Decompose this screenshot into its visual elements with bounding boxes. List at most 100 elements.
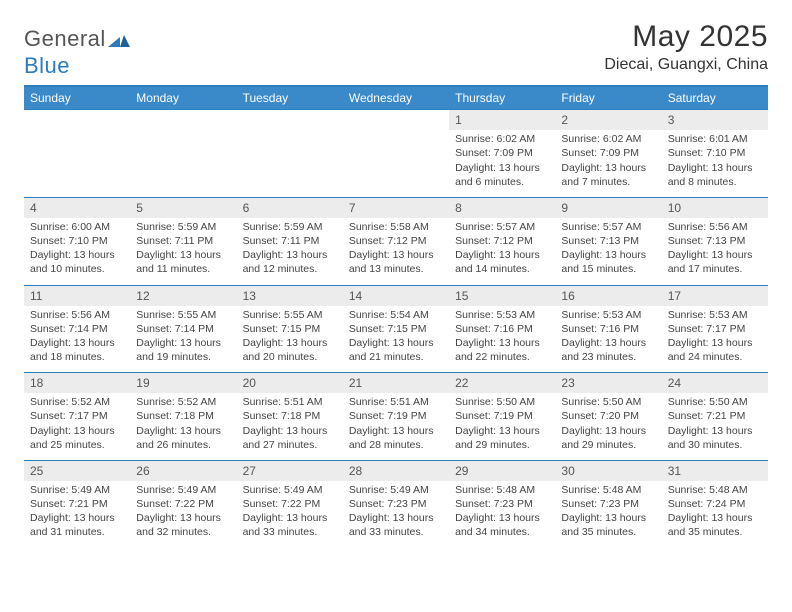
- sunrise-line: Sunrise: 6:00 AM: [30, 220, 124, 234]
- header: GeneralBlue May 2025 Diecai, Guangxi, Ch…: [24, 20, 768, 79]
- daylight-line: Daylight: 13 hours and 22 minutes.: [455, 336, 549, 364]
- daylight-line: Daylight: 13 hours and 24 minutes.: [668, 336, 762, 364]
- day-detail-cell: Sunrise: 5:57 AMSunset: 7:13 PMDaylight:…: [555, 218, 661, 285]
- day-detail-cell: Sunrise: 5:53 AMSunset: 7:16 PMDaylight:…: [449, 306, 555, 373]
- sunrise-line: Sunrise: 5:49 AM: [30, 483, 124, 497]
- daylight-line: Daylight: 13 hours and 12 minutes.: [243, 248, 337, 276]
- day-number-cell: 24: [662, 373, 768, 394]
- daynum-row: 25262728293031: [24, 460, 768, 481]
- daylight-line: Daylight: 13 hours and 27 minutes.: [243, 424, 337, 452]
- sunset-line: Sunset: 7:10 PM: [668, 146, 762, 160]
- calendar-table: SundayMondayTuesdayWednesdayThursdayFrid…: [24, 87, 768, 547]
- sunrise-line: Sunrise: 6:02 AM: [455, 132, 549, 146]
- sunrise-line: Sunrise: 6:02 AM: [561, 132, 655, 146]
- detail-row: Sunrise: 5:49 AMSunset: 7:21 PMDaylight:…: [24, 481, 768, 548]
- day-number-cell: 3: [662, 110, 768, 131]
- day-number-cell: 19: [130, 373, 236, 394]
- day-detail-cell: Sunrise: 5:59 AMSunset: 7:11 PMDaylight:…: [237, 218, 343, 285]
- sunrise-line: Sunrise: 5:59 AM: [243, 220, 337, 234]
- day-number-cell: 23: [555, 373, 661, 394]
- day-number-cell: 18: [24, 373, 130, 394]
- daylight-line: Daylight: 13 hours and 18 minutes.: [30, 336, 124, 364]
- detail-row: Sunrise: 5:52 AMSunset: 7:17 PMDaylight:…: [24, 393, 768, 460]
- day-detail-cell: Sunrise: 6:00 AMSunset: 7:10 PMDaylight:…: [24, 218, 130, 285]
- day-number-cell: [237, 110, 343, 131]
- dow-header: Saturday: [662, 87, 768, 110]
- daynum-row: 11121314151617: [24, 285, 768, 306]
- day-detail-cell: Sunrise: 5:53 AMSunset: 7:17 PMDaylight:…: [662, 306, 768, 373]
- sunset-line: Sunset: 7:22 PM: [136, 497, 230, 511]
- sunset-line: Sunset: 7:23 PM: [349, 497, 443, 511]
- sunrise-line: Sunrise: 5:48 AM: [455, 483, 549, 497]
- sunrise-line: Sunrise: 5:57 AM: [561, 220, 655, 234]
- daylight-line: Daylight: 13 hours and 33 minutes.: [243, 511, 337, 539]
- dow-header: Wednesday: [343, 87, 449, 110]
- day-detail-cell: Sunrise: 5:50 AMSunset: 7:20 PMDaylight:…: [555, 393, 661, 460]
- dow-header: Monday: [130, 87, 236, 110]
- sunset-line: Sunset: 7:23 PM: [455, 497, 549, 511]
- day-number-cell: 26: [130, 460, 236, 481]
- day-detail-cell: [237, 130, 343, 197]
- day-number-cell: 2: [555, 110, 661, 131]
- daynum-row: 18192021222324: [24, 373, 768, 394]
- day-detail-cell: Sunrise: 5:58 AMSunset: 7:12 PMDaylight:…: [343, 218, 449, 285]
- day-detail-cell: Sunrise: 5:51 AMSunset: 7:18 PMDaylight:…: [237, 393, 343, 460]
- daylight-line: Daylight: 13 hours and 35 minutes.: [668, 511, 762, 539]
- sunset-line: Sunset: 7:16 PM: [561, 322, 655, 336]
- day-number-cell: 1: [449, 110, 555, 131]
- sunset-line: Sunset: 7:18 PM: [243, 409, 337, 423]
- sunset-line: Sunset: 7:21 PM: [30, 497, 124, 511]
- calendar-body: 123Sunrise: 6:02 AMSunset: 7:09 PMDaylig…: [24, 110, 768, 548]
- daylight-line: Daylight: 13 hours and 35 minutes.: [561, 511, 655, 539]
- day-number-cell: 20: [237, 373, 343, 394]
- daylight-line: Daylight: 13 hours and 30 minutes.: [668, 424, 762, 452]
- day-detail-cell: Sunrise: 5:57 AMSunset: 7:12 PMDaylight:…: [449, 218, 555, 285]
- day-number-cell: 8: [449, 197, 555, 218]
- sunrise-line: Sunrise: 5:50 AM: [455, 395, 549, 409]
- daylight-line: Daylight: 13 hours and 8 minutes.: [668, 161, 762, 189]
- daylight-line: Daylight: 13 hours and 21 minutes.: [349, 336, 443, 364]
- sunset-line: Sunset: 7:09 PM: [455, 146, 549, 160]
- day-number-cell: [343, 110, 449, 131]
- day-detail-cell: Sunrise: 5:49 AMSunset: 7:22 PMDaylight:…: [237, 481, 343, 548]
- sunrise-line: Sunrise: 5:56 AM: [668, 220, 762, 234]
- day-detail-cell: Sunrise: 6:02 AMSunset: 7:09 PMDaylight:…: [449, 130, 555, 197]
- sunset-line: Sunset: 7:14 PM: [136, 322, 230, 336]
- sunrise-line: Sunrise: 5:50 AM: [561, 395, 655, 409]
- day-number-cell: 4: [24, 197, 130, 218]
- daylight-line: Daylight: 13 hours and 23 minutes.: [561, 336, 655, 364]
- dow-row: SundayMondayTuesdayWednesdayThursdayFrid…: [24, 87, 768, 110]
- sunrise-line: Sunrise: 5:49 AM: [243, 483, 337, 497]
- daylight-line: Daylight: 13 hours and 29 minutes.: [455, 424, 549, 452]
- sunrise-line: Sunrise: 5:49 AM: [136, 483, 230, 497]
- sunrise-line: Sunrise: 6:01 AM: [668, 132, 762, 146]
- sunset-line: Sunset: 7:17 PM: [668, 322, 762, 336]
- daylight-line: Daylight: 13 hours and 19 minutes.: [136, 336, 230, 364]
- daylight-line: Daylight: 13 hours and 13 minutes.: [349, 248, 443, 276]
- sunrise-line: Sunrise: 5:58 AM: [349, 220, 443, 234]
- sunset-line: Sunset: 7:10 PM: [30, 234, 124, 248]
- sunrise-line: Sunrise: 5:48 AM: [561, 483, 655, 497]
- brand-blue: Blue: [24, 53, 70, 78]
- day-number-cell: 7: [343, 197, 449, 218]
- day-number-cell: 5: [130, 197, 236, 218]
- sunset-line: Sunset: 7:09 PM: [561, 146, 655, 160]
- day-detail-cell: Sunrise: 5:50 AMSunset: 7:21 PMDaylight:…: [662, 393, 768, 460]
- day-number-cell: 31: [662, 460, 768, 481]
- daylight-line: Daylight: 13 hours and 7 minutes.: [561, 161, 655, 189]
- sunrise-line: Sunrise: 5:53 AM: [668, 308, 762, 322]
- daylight-line: Daylight: 13 hours and 10 minutes.: [30, 248, 124, 276]
- day-detail-cell: Sunrise: 5:50 AMSunset: 7:19 PMDaylight:…: [449, 393, 555, 460]
- day-number-cell: [130, 110, 236, 131]
- dow-header: Sunday: [24, 87, 130, 110]
- day-number-cell: 9: [555, 197, 661, 218]
- sunset-line: Sunset: 7:15 PM: [243, 322, 337, 336]
- brand-mark-icon: [108, 27, 130, 53]
- day-detail-cell: Sunrise: 5:51 AMSunset: 7:19 PMDaylight:…: [343, 393, 449, 460]
- sunset-line: Sunset: 7:16 PM: [455, 322, 549, 336]
- sunset-line: Sunset: 7:12 PM: [349, 234, 443, 248]
- day-number-cell: 16: [555, 285, 661, 306]
- sunrise-line: Sunrise: 5:54 AM: [349, 308, 443, 322]
- brand-logo: GeneralBlue: [24, 20, 134, 79]
- daylight-line: Daylight: 13 hours and 31 minutes.: [30, 511, 124, 539]
